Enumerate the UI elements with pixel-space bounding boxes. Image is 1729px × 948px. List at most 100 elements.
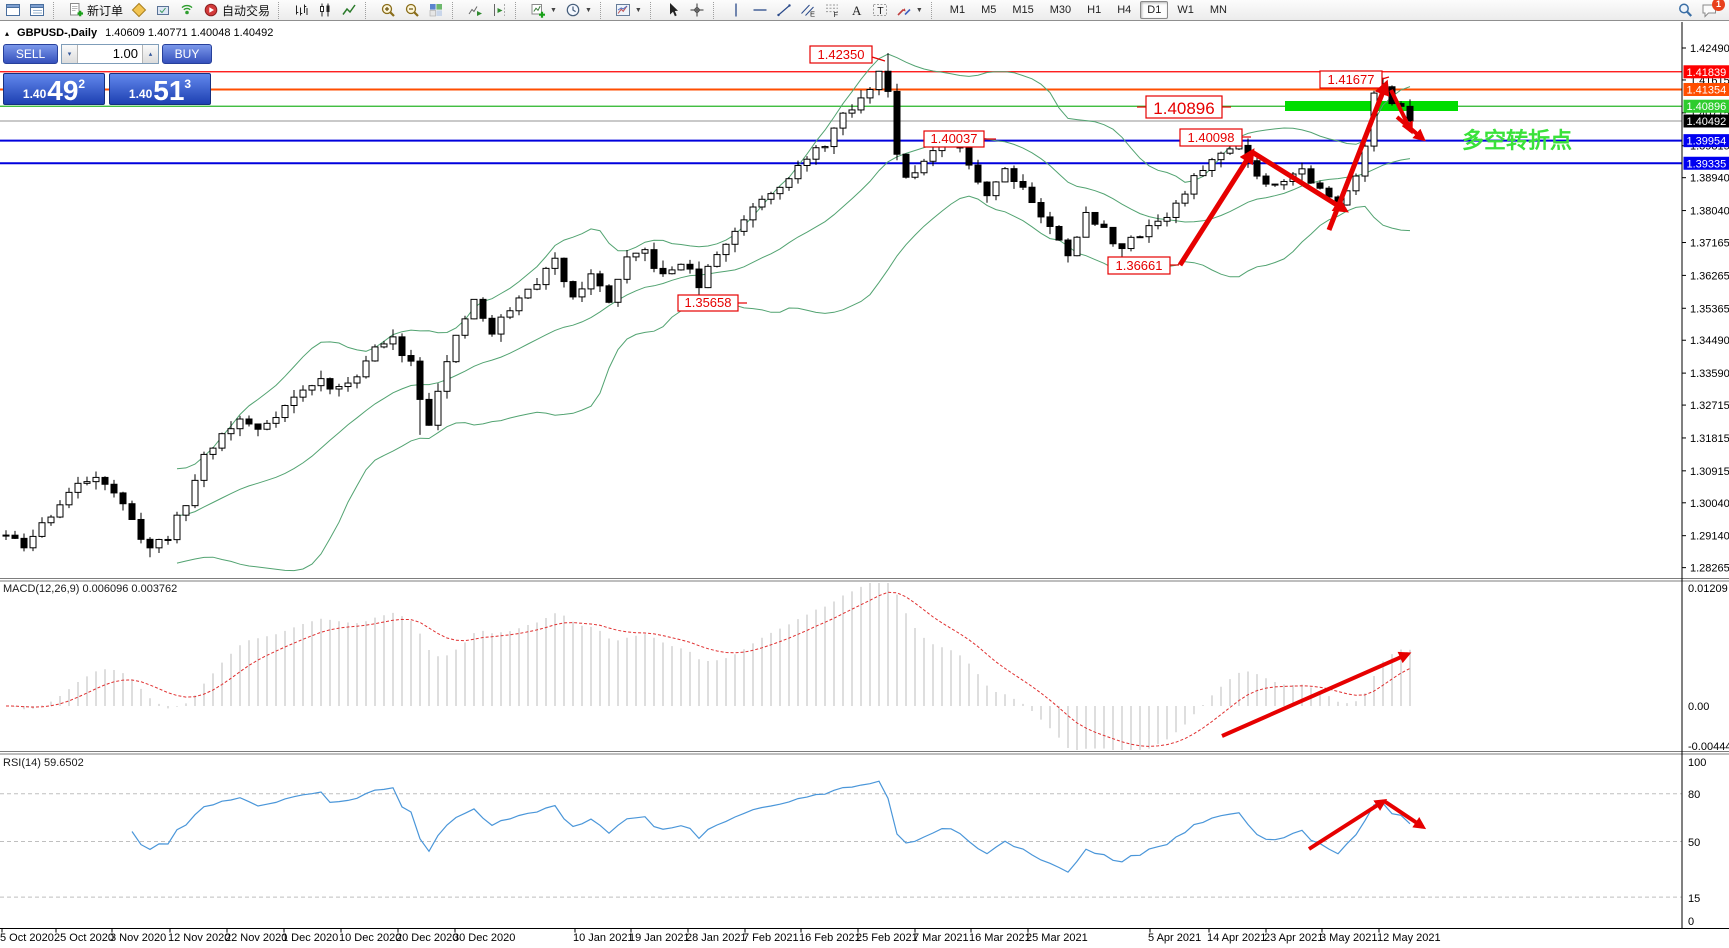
- strategy-tester-icon: [157, 6, 170, 15]
- svg-text:1.40492: 1.40492: [1687, 116, 1727, 128]
- timeframe-mn-button[interactable]: MN: [1209, 4, 1227, 16]
- svg-text:80: 80: [1688, 789, 1700, 801]
- periods-list-button[interactable]: ▼: [561, 1, 596, 20]
- trend-arrows[interactable]: [1177, 79, 1427, 851]
- svg-text:50: 50: [1688, 837, 1700, 849]
- search-button[interactable]: [1673, 1, 1697, 20]
- text-label-tool-button[interactable]: T: [868, 1, 892, 20]
- timeframe-h1-button[interactable]: H1: [1087, 4, 1102, 16]
- bar-chart-mode-button[interactable]: [289, 1, 313, 20]
- trendline-tool-button[interactable]: [772, 1, 796, 20]
- panel-separators[interactable]: [0, 578, 1729, 755]
- turning-point-label[interactable]: 多空转折点: [1462, 128, 1572, 153]
- macd-label: MACD(12,26,9) 0.006096 0.003762: [3, 583, 177, 595]
- svg-text:7 Feb 2021: 7 Feb 2021: [743, 932, 799, 944]
- crosshair-tool-button[interactable]: [685, 1, 709, 20]
- line-chart-mode-button[interactable]: [337, 1, 361, 20]
- metaeditor-button[interactable]: [127, 1, 151, 20]
- equidistant-channel-tool-button[interactable]: E: [796, 1, 820, 20]
- crosshair-tool-icon: [690, 3, 704, 17]
- toolbar-separator: [452, 1, 460, 19]
- vertical-line-tool-button[interactable]: [724, 1, 748, 20]
- indicators-list-icon: [531, 4, 546, 18]
- svg-text:1.28265: 1.28265: [1690, 563, 1729, 575]
- zoom-out-button[interactable]: [400, 1, 424, 20]
- text-tool-button[interactable]: A: [844, 1, 868, 20]
- zoom-in-button[interactable]: [376, 1, 400, 20]
- text-tool-icon: A: [852, 3, 862, 18]
- periods-list-dropdown-icon[interactable]: ▼: [584, 6, 592, 14]
- ask-price-display[interactable]: 1.40 51 3: [109, 73, 211, 105]
- bid-price-display[interactable]: 1.40 49 2: [3, 73, 105, 105]
- cursor-tool-button[interactable]: [661, 1, 685, 20]
- svg-text:1.41677: 1.41677: [1328, 72, 1375, 87]
- timeframe-w1-button[interactable]: W1: [1177, 4, 1194, 16]
- fibonacci-tool-button[interactable]: F: [820, 1, 844, 20]
- svg-text:5 Apr 2021: 5 Apr 2021: [1148, 932, 1201, 944]
- auto-trading-icon: [204, 3, 218, 17]
- toolbar-separator: [365, 1, 373, 19]
- tile-windows-button[interactable]: [424, 1, 448, 20]
- svg-text:F: F: [833, 10, 838, 18]
- candlestick-series: [2, 53, 1414, 558]
- svg-text:1.30040: 1.30040: [1690, 498, 1729, 510]
- indicators-list-dropdown-icon[interactable]: ▼: [550, 6, 557, 14]
- svg-text:1.40896: 1.40896: [1687, 101, 1727, 113]
- horizontal-line-tool-button[interactable]: [748, 1, 772, 20]
- annotation-labels[interactable]: 1.42350 1.41677 1.40896 1.40037 1.40098 1.366…: [677, 45, 1390, 312]
- profiles-icon: [6, 4, 20, 16]
- svg-text:1.29140: 1.29140: [1690, 531, 1729, 543]
- timeframe-m30-button[interactable]: M30: [1049, 4, 1072, 16]
- timeframe-d1-button[interactable]: D1: [1140, 1, 1169, 19]
- svg-text:1.42350: 1.42350: [818, 47, 865, 62]
- auto-trading-button[interactable]: 自动交易: [199, 1, 274, 20]
- svg-text:12 May 2021: 12 May 2021: [1377, 932, 1441, 944]
- svg-text:0: 0: [1688, 916, 1694, 928]
- svg-text:30 Dec 2020: 30 Dec 2020: [453, 932, 515, 944]
- volume-input[interactable]: 1.00: [112, 46, 138, 61]
- timeframe-m1-button[interactable]: M1: [949, 4, 966, 16]
- svg-text:28 Jan 2021: 28 Jan 2021: [686, 932, 747, 944]
- sell-button[interactable]: SELL: [3, 44, 58, 64]
- notifications-button[interactable]: 1: [1697, 0, 1725, 20]
- data-window-button[interactable]: [25, 1, 49, 20]
- svg-text:20 Dec 2020: 20 Dec 2020: [396, 932, 458, 944]
- macd-histogram: [14, 583, 1411, 750]
- svg-text:22 Nov 2020: 22 Nov 2020: [225, 932, 287, 944]
- new-order-button[interactable]: 新订单: [64, 1, 127, 20]
- indicators-list-button[interactable]: ▼: [526, 1, 561, 20]
- svg-text:1.38940: 1.38940: [1690, 173, 1729, 185]
- templates-dropdown-icon[interactable]: ▼: [634, 6, 642, 14]
- collapse-panel-icon[interactable]: ▴: [5, 28, 10, 38]
- svg-text:23 Apr 2021: 23 Apr 2021: [1264, 932, 1323, 944]
- svg-text:A: A: [852, 3, 862, 18]
- timeframe-h4-button[interactable]: H4: [1117, 4, 1132, 16]
- notification-count-badge: 1: [1712, 0, 1725, 11]
- new-order-label: 新订单: [87, 3, 124, 18]
- timeframe-m15-button[interactable]: M15: [1012, 4, 1034, 16]
- arrows-tool-dropdown-icon[interactable]: ▼: [915, 6, 923, 14]
- volume-decrease-button[interactable]: ▾: [62, 45, 78, 63]
- profiles-button[interactable]: [1, 1, 25, 20]
- strategy-tester-button[interactable]: [151, 1, 175, 20]
- signals-button[interactable]: [175, 1, 199, 20]
- chart-title: ▴ GBPUSD-,Daily 1.40609 1.40771 1.40048 …: [5, 27, 273, 39]
- timeframe-m5-button[interactable]: M5: [981, 4, 997, 16]
- buy-button[interactable]: BUY: [162, 44, 212, 64]
- price-axis: 1.424901.416151.407151.398151.389401.380…: [0, 22, 1729, 929]
- volume-increase-button[interactable]: ▴: [142, 45, 158, 63]
- svg-text:25 Feb 2021: 25 Feb 2021: [856, 932, 918, 944]
- symbol-period-label: GBPUSD-,Daily: [17, 27, 98, 39]
- chart-shift-button[interactable]: [487, 1, 511, 20]
- arrows-tool-button[interactable]: ▼: [892, 1, 927, 20]
- svg-text:12 Nov 2020: 12 Nov 2020: [168, 932, 230, 944]
- templates-button[interactable]: ▼: [611, 1, 646, 20]
- svg-text:0.01209: 0.01209: [1688, 583, 1728, 595]
- templates-icon: [615, 4, 630, 16]
- candlestick-mode-button[interactable]: [313, 1, 337, 20]
- zoom-out-icon: [405, 3, 419, 17]
- auto-scroll-button[interactable]: [463, 1, 487, 20]
- equidistant-channel-tool-icon: E: [800, 4, 815, 18]
- arrows-tool-icon: [897, 8, 911, 16]
